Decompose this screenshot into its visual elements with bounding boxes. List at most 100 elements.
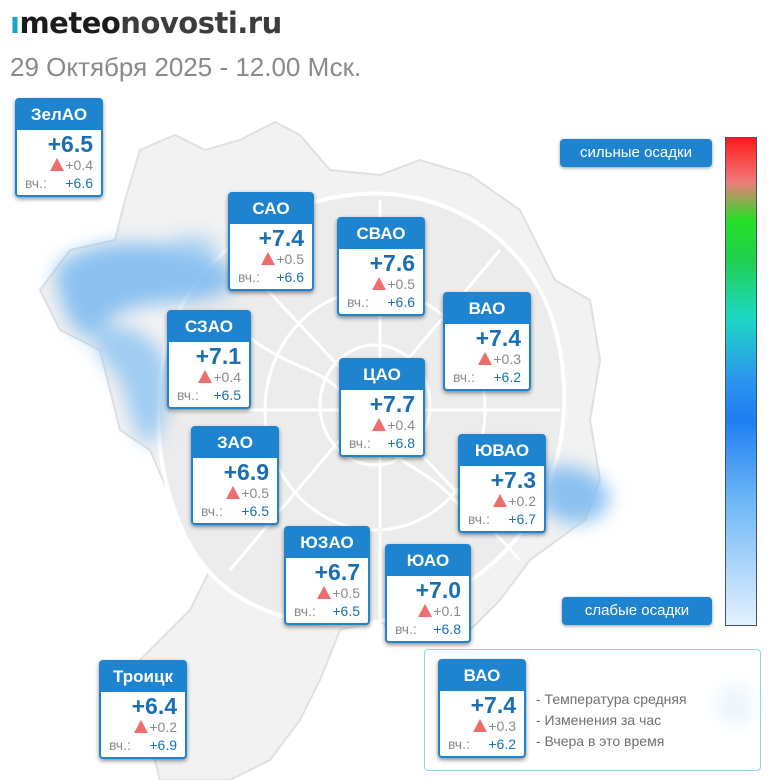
legend-sample-temp: +7.4 — [470, 692, 516, 718]
change-up-arrow-icon — [317, 586, 332, 599]
district-temp: +7.1 — [195, 343, 241, 369]
yesterday-label: вч.: — [238, 269, 260, 285]
district-temp: +6.7 — [314, 559, 360, 585]
yesterday-value: +6.7 — [508, 511, 536, 527]
yesterday-value: +6.8 — [387, 435, 415, 451]
change-value: +0.5 — [276, 251, 304, 267]
district-yesterday: вч.: +6.6 — [17, 174, 101, 192]
district-change: +0.5 — [230, 250, 312, 268]
change-value: +0.1 — [433, 603, 461, 619]
district-yesterday: вч.: +6.5 — [193, 502, 277, 520]
district-change: +0.4 — [341, 416, 423, 434]
district-change: +0.2 — [101, 718, 185, 736]
district-yesterday: вч.: +6.5 — [286, 602, 368, 620]
district-change: +0.2 — [460, 492, 544, 510]
district-name: ЮЗАО — [286, 528, 368, 558]
legend-line-change: - Изменения за час — [536, 712, 662, 728]
district-yesterday: вч.: +6.9 — [101, 736, 185, 754]
district-card-zelao: ЗелАО +6.5 +0.4 вч.: +6.6 — [15, 98, 103, 197]
precip-scale-bottom-label: слабые осадки — [562, 597, 712, 625]
legend-sample-card: ВАО +7.4 +0.3 вч.: +6.2 — [438, 659, 526, 758]
change-up-arrow-icon — [493, 494, 508, 507]
change-value: +0.3 — [488, 718, 516, 734]
district-name: ЮАО — [387, 546, 469, 576]
district-name: Троицк — [101, 662, 185, 692]
site-logo[interactable]: ımeteonovosti.ru — [10, 6, 282, 40]
yesterday-label: вч.: — [201, 503, 223, 519]
district-temp: +7.4 — [258, 225, 304, 251]
district-change: +0.3 — [445, 350, 529, 368]
district-card-svao: СВАО +7.6 +0.5 вч.: +6.6 — [337, 217, 425, 316]
district-yesterday: вч.: +6.2 — [445, 368, 529, 386]
district-card-yuzao: ЮЗАО +6.7 +0.5 вч.: +6.5 — [284, 526, 370, 625]
precip-scale-top-label: сильные осадки — [560, 139, 712, 167]
yesterday-value: +6.5 — [241, 503, 269, 519]
change-up-arrow-icon — [372, 418, 387, 431]
logo-mark-icon: ı — [10, 6, 20, 40]
district-change: +0.5 — [339, 275, 423, 293]
district-change: +0.4 — [17, 156, 101, 174]
district-card-szao: СЗАО +7.1 +0.4 вч.: +6.5 — [167, 310, 251, 409]
district-card-vao: ВАО +7.4 +0.3 вч.: +6.2 — [443, 292, 531, 391]
yesterday-label: вч.: — [25, 175, 47, 191]
district-card-zao: ЗАО +6.9 +0.5 вч.: +6.5 — [191, 426, 279, 525]
district-change: +0.5 — [193, 484, 277, 502]
yesterday-label: вч.: — [448, 736, 470, 752]
district-card-yuvao: ЮВАО +7.3 +0.2 вч.: +6.7 — [458, 434, 546, 533]
change-value: +0.4 — [65, 157, 93, 173]
district-name: САО — [230, 194, 312, 224]
change-up-arrow-icon — [198, 370, 213, 383]
change-up-arrow-icon — [50, 158, 65, 171]
change-up-arrow-icon — [261, 252, 276, 265]
legend-sample-name: ВАО — [440, 661, 524, 691]
legend-line-yesterday: - Вчера в это время — [536, 733, 665, 749]
change-value: +0.3 — [493, 351, 521, 367]
district-card-yuao: ЮАО +7.0 +0.1 вч.: +6.8 — [385, 544, 471, 643]
district-name: ЗелАО — [17, 100, 101, 130]
change-up-arrow-icon — [226, 486, 241, 499]
district-yesterday: вч.: +6.6 — [339, 293, 423, 311]
change-up-arrow-icon — [134, 720, 149, 733]
yesterday-value: +6.5 — [332, 603, 360, 619]
legend-sample-yesterday: вч.: +6.2 — [440, 735, 524, 753]
district-name: ВАО — [445, 294, 529, 324]
yesterday-value: +6.6 — [276, 269, 304, 285]
district-name: ЗАО — [193, 428, 277, 458]
yesterday-value: +6.6 — [387, 294, 415, 310]
yesterday-value: +6.5 — [213, 387, 241, 403]
change-value: +0.2 — [508, 493, 536, 509]
district-name: СВАО — [339, 219, 423, 249]
district-name: ЦАО — [341, 360, 423, 390]
change-up-arrow-icon — [418, 604, 433, 617]
forecast-datetime: 29 Октября 2025 - 12.00 Мск. — [10, 52, 362, 82]
district-temp: +7.0 — [415, 577, 461, 603]
yesterday-label: вч.: — [468, 511, 490, 527]
district-temp: +6.9 — [223, 459, 269, 485]
district-temp: +7.4 — [475, 325, 521, 351]
district-yesterday: вч.: +6.5 — [169, 386, 249, 404]
district-yesterday: вч.: +6.6 — [230, 268, 312, 286]
district-temp: +7.7 — [369, 391, 415, 417]
change-up-arrow-icon — [473, 719, 488, 732]
yesterday-value: +6.2 — [488, 736, 516, 752]
district-change: +0.5 — [286, 584, 368, 602]
district-temp: +7.6 — [369, 250, 415, 276]
change-value: +0.5 — [241, 485, 269, 501]
legend-lines: - Температура средняя - Изменения за час… — [536, 689, 687, 752]
district-card-sao: САО +7.4 +0.5 вч.: +6.6 — [228, 192, 314, 291]
yesterday-label: вч.: — [109, 737, 131, 753]
district-temp: +7.3 — [490, 467, 536, 493]
yesterday-value: +6.6 — [65, 175, 93, 191]
change-up-arrow-icon — [478, 352, 493, 365]
yesterday-value: +6.8 — [433, 621, 461, 637]
yesterday-label: вч.: — [349, 435, 371, 451]
yesterday-label: вч.: — [294, 603, 316, 619]
precip-color-scale — [725, 137, 757, 626]
yesterday-label: вч.: — [453, 369, 475, 385]
district-name: СЗАО — [169, 312, 249, 342]
change-up-arrow-icon — [372, 277, 387, 290]
district-card-cao: ЦАО +7.7 +0.4 вч.: +6.8 — [339, 358, 425, 457]
logo-text-meteo: meteo — [19, 6, 121, 40]
precipitation-areas — [55, 234, 610, 524]
district-yesterday: вч.: +6.7 — [460, 510, 544, 528]
